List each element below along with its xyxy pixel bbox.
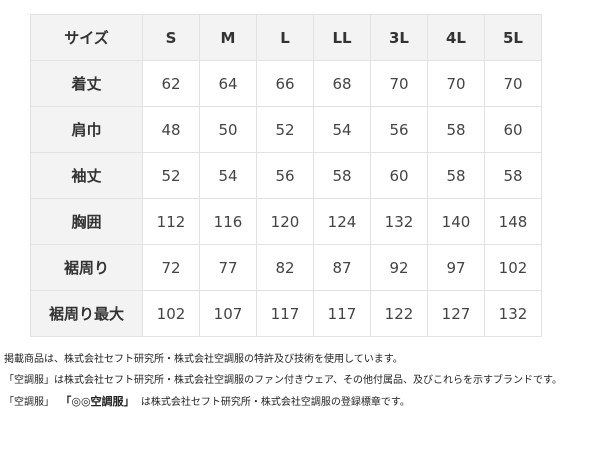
measurement-cell: 58 xyxy=(484,152,542,199)
measurement-cell: 97 xyxy=(427,244,485,291)
table-row: 肩巾 48 50 52 54 56 58 60 xyxy=(30,106,542,153)
measurement-cell: 77 xyxy=(199,244,257,291)
measurement-cell: 120 xyxy=(256,198,314,245)
measurement-cell: 132 xyxy=(370,198,428,245)
row-label: 胸囲 xyxy=(30,198,143,245)
measurement-cell: 70 xyxy=(484,60,542,107)
note-line-1: 掲載商品は、株式会社セフト研究所・株式会社空調服の特許及び技術を使用しています。 xyxy=(4,354,403,365)
brand-logo: 「◎◎空調服」 xyxy=(60,395,135,408)
row-label: 裾周り最大 xyxy=(30,290,143,337)
measurement-cell: 68 xyxy=(313,60,371,107)
row-label: 袖丈 xyxy=(30,152,143,199)
table-row: 裾周り最大 102 107 117 117 122 127 132 xyxy=(30,290,542,337)
table-row: 裾周り 72 77 82 87 92 97 102 xyxy=(30,244,542,291)
measurement-cell: 70 xyxy=(427,60,485,107)
table-row: 胸囲 112 116 120 124 132 140 148 xyxy=(30,198,542,245)
note-line-3: 「空調服」 「◎◎空調服」 は株式会社セフト研究所・株式会社空調服の登録標章です… xyxy=(4,391,562,413)
measurement-cell: 140 xyxy=(427,198,485,245)
measurement-cell: 132 xyxy=(484,290,542,337)
note-trademark: は株式会社セフト研究所・株式会社空調服の登録標章です。 xyxy=(140,397,410,408)
measurement-cell: 127 xyxy=(427,290,485,337)
measurement-cell: 72 xyxy=(142,244,200,291)
measurement-cell: 58 xyxy=(427,106,485,153)
measurement-cell: 56 xyxy=(370,106,428,153)
measurement-cell: 82 xyxy=(256,244,314,291)
size-header: 4L xyxy=(427,14,485,61)
measurement-cell: 112 xyxy=(142,198,200,245)
measurement-cell: 56 xyxy=(256,152,314,199)
measurement-cell: 48 xyxy=(142,106,200,153)
size-header: 3L xyxy=(370,14,428,61)
measurement-cell: 64 xyxy=(199,60,257,107)
measurement-cell: 117 xyxy=(313,290,371,337)
measurement-cell: 60 xyxy=(370,152,428,199)
measurement-cell: 122 xyxy=(370,290,428,337)
measurement-cell: 116 xyxy=(199,198,257,245)
note-line-2: 「空調服」は株式会社セフト研究所・株式会社空調服のファン付きウェア、その他付属品… xyxy=(4,375,562,386)
size-header: S xyxy=(142,14,200,61)
measurement-cell: 87 xyxy=(313,244,371,291)
measurement-cell: 117 xyxy=(256,290,314,337)
header-row: サイズ S M L LL 3L 4L 5L xyxy=(30,14,542,61)
measurement-cell: 58 xyxy=(427,152,485,199)
measurement-cell: 50 xyxy=(199,106,257,153)
measurement-cell: 60 xyxy=(484,106,542,153)
row-label: 着丈 xyxy=(30,60,143,107)
note-brand: 「空調服」 xyxy=(4,397,54,408)
measurement-cell: 54 xyxy=(199,152,257,199)
row-label: 裾周り xyxy=(30,244,143,291)
measurement-cell: 70 xyxy=(370,60,428,107)
measurement-cell: 148 xyxy=(484,198,542,245)
measurement-cell: 102 xyxy=(484,244,542,291)
measurement-cell: 52 xyxy=(256,106,314,153)
measurement-cell: 124 xyxy=(313,198,371,245)
table-row: 袖丈 52 54 56 58 60 58 58 xyxy=(30,152,542,199)
measurement-cell: 92 xyxy=(370,244,428,291)
size-header: M xyxy=(199,14,257,61)
size-table: サイズ S M L LL 3L 4L 5L 着丈 62 64 66 68 70 70 70 肩巾 48 50 52 5… xyxy=(30,14,542,337)
measurement-cell: 66 xyxy=(256,60,314,107)
measurement-cell: 54 xyxy=(313,106,371,153)
measurement-cell: 52 xyxy=(142,152,200,199)
size-header: L xyxy=(256,14,314,61)
measurement-cell: 107 xyxy=(199,290,257,337)
row-label: 肩巾 xyxy=(30,106,143,153)
notes: 掲載商品は、株式会社セフト研究所・株式会社空調服の特許及び技術を使用しています。… xyxy=(4,349,562,413)
size-label-header: サイズ xyxy=(30,14,143,61)
table-row: 着丈 62 64 66 68 70 70 70 xyxy=(30,60,542,107)
size-header: LL xyxy=(313,14,371,61)
measurement-cell: 62 xyxy=(142,60,200,107)
measurement-cell: 102 xyxy=(142,290,200,337)
size-header: 5L xyxy=(484,14,542,61)
measurement-cell: 58 xyxy=(313,152,371,199)
